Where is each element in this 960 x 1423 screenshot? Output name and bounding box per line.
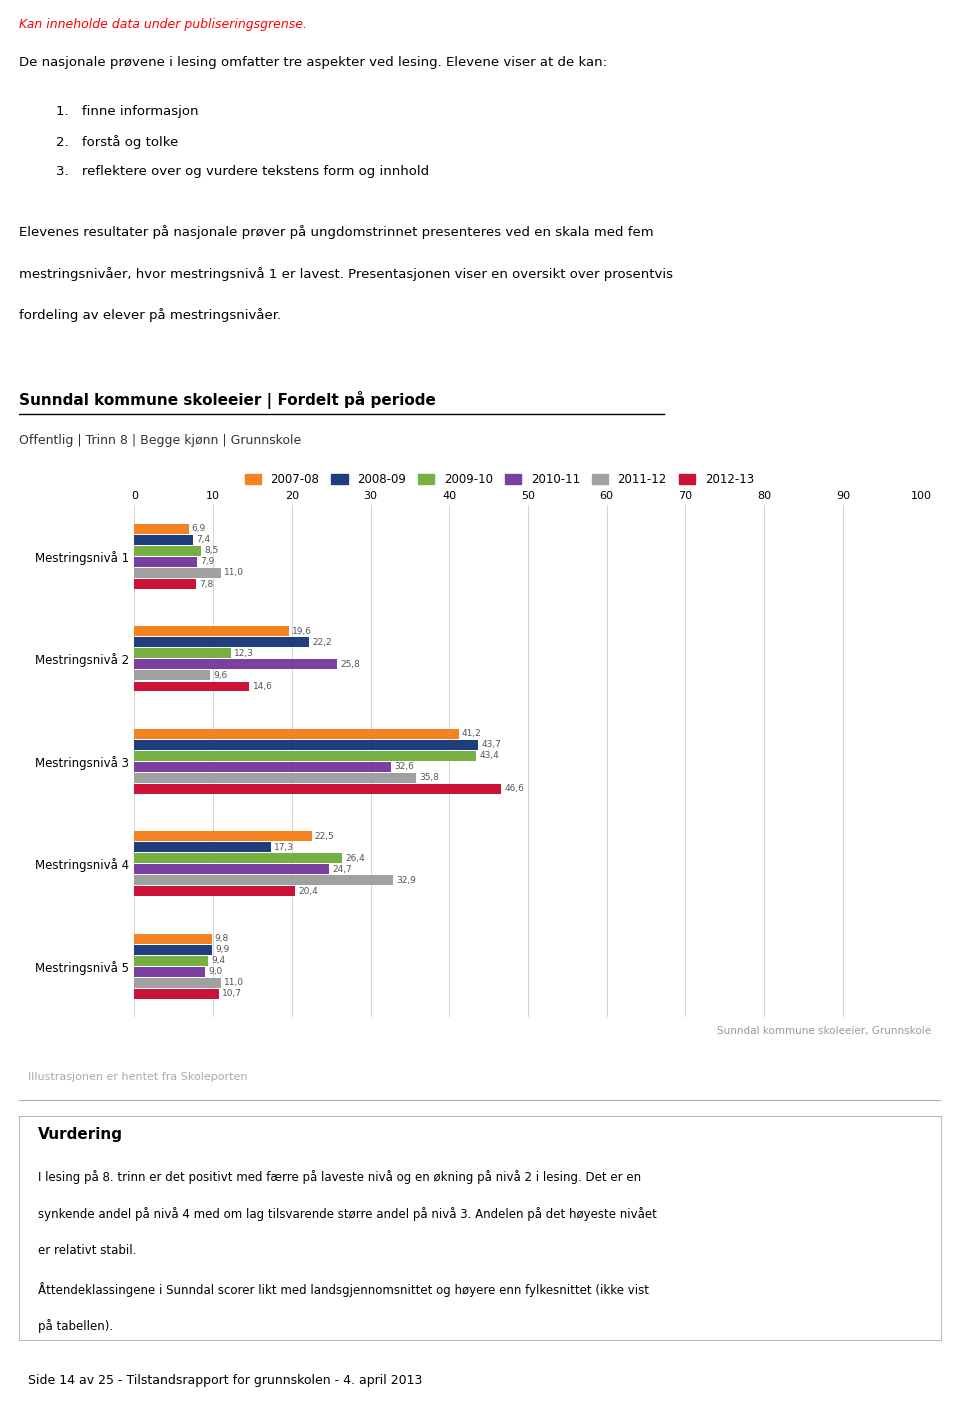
Bar	[134, 682, 250, 692]
Bar	[134, 626, 289, 636]
Text: Sunndal kommune skoleeier | Fordelt på periode: Sunndal kommune skoleeier | Fordelt på p…	[19, 391, 436, 408]
Text: 26,4: 26,4	[346, 854, 365, 862]
Text: 3.  reflektere over og vurdere tekstens form og innhold: 3. reflektere over og vurdere tekstens f…	[56, 165, 429, 178]
Bar	[134, 784, 501, 794]
Bar	[134, 978, 221, 988]
Bar	[134, 568, 221, 578]
Text: Illustrasjonen er hentet fra Skoleporten: Illustrasjonen er hentet fra Skoleporten	[29, 1072, 248, 1083]
Text: De nasjonale prøvene i lesing omfatter tre aspekter ved lesing. Elevene viser at: De nasjonale prøvene i lesing omfatter t…	[19, 55, 608, 68]
Text: Åttendeklassingene i Sunndal scorer likt med landsgjennomsnittet og høyere enn f: Åttendeklassingene i Sunndal scorer likt…	[37, 1282, 649, 1296]
Bar	[134, 773, 417, 783]
Text: Offentlig | Trinn 8 | Begge kjønn | Grunnskole: Offentlig | Trinn 8 | Begge kjønn | Grun…	[19, 434, 301, 447]
Text: 43,7: 43,7	[482, 740, 501, 748]
Bar	[134, 659, 338, 669]
Text: Side 14 av 25 - Tilstandsrapport for grunnskolen - 4. april 2013: Side 14 av 25 - Tilstandsrapport for gru…	[29, 1373, 422, 1387]
Text: 7,4: 7,4	[196, 535, 210, 544]
Text: mestringsnivåer, hvor mestringsnivå 1 er lavest. Presentasjonen viser en oversik: mestringsnivåer, hvor mestringsnivå 1 er…	[19, 268, 673, 280]
Bar	[134, 546, 202, 556]
Text: 20,4: 20,4	[299, 887, 318, 896]
Bar	[134, 933, 211, 943]
Text: 8,5: 8,5	[204, 546, 219, 555]
Bar	[134, 740, 478, 750]
Bar	[134, 638, 309, 647]
Bar	[134, 945, 212, 955]
Bar	[134, 579, 196, 589]
Text: 11,0: 11,0	[224, 979, 244, 988]
Text: 17,3: 17,3	[274, 842, 294, 851]
Text: synkende andel på nivå 4 med om lag tilsvarende større andel på nivå 3. Andelen : synkende andel på nivå 4 med om lag tils…	[37, 1207, 657, 1221]
Text: 22,5: 22,5	[315, 831, 334, 841]
Text: 12,3: 12,3	[234, 649, 254, 657]
Bar	[134, 989, 219, 999]
Bar	[134, 864, 329, 874]
Text: 6,9: 6,9	[192, 524, 206, 534]
Text: 19,6: 19,6	[292, 626, 312, 636]
Text: 7,9: 7,9	[200, 558, 214, 566]
Text: 43,4: 43,4	[479, 751, 499, 760]
Text: 32,9: 32,9	[396, 877, 417, 885]
Text: 9,6: 9,6	[213, 672, 228, 680]
Bar	[134, 854, 342, 864]
Text: 25,8: 25,8	[341, 660, 361, 669]
Text: Sunndal kommune skoleeier, Grunnskole: Sunndal kommune skoleeier, Grunnskole	[717, 1026, 931, 1036]
Bar	[134, 729, 459, 739]
Text: 22,2: 22,2	[312, 638, 332, 646]
Bar	[134, 842, 271, 852]
Text: Kan inneholde data under publiseringsgrense.: Kan inneholde data under publiseringsgre…	[19, 18, 307, 31]
Bar	[134, 887, 295, 896]
Text: 9,8: 9,8	[215, 933, 228, 943]
Bar	[134, 556, 197, 566]
Text: 9,0: 9,0	[208, 968, 223, 976]
Legend: 2007-08, 2008-09, 2009-10, 2010-11, 2011-12, 2012-13: 2007-08, 2008-09, 2009-10, 2010-11, 2011…	[240, 468, 758, 491]
Text: fordeling av elever på mestringsnivåer.: fordeling av elever på mestringsnivåer.	[19, 309, 281, 323]
Bar	[134, 875, 394, 885]
Text: 32,6: 32,6	[395, 763, 414, 771]
Text: 7,8: 7,8	[199, 579, 213, 589]
Text: 14,6: 14,6	[252, 682, 273, 692]
Bar	[134, 761, 391, 771]
Bar	[134, 966, 205, 976]
Text: er relativt stabil.: er relativt stabil.	[37, 1244, 136, 1257]
Text: I lesing på 8. trinn er det positivt med færre på laveste nivå og en økning på n: I lesing på 8. trinn er det positivt med…	[37, 1170, 640, 1184]
Text: på tabellen).: på tabellen).	[37, 1319, 112, 1333]
Text: Elevenes resultater på nasjonale prøver på ungdomstrinnet presenteres ved en ska: Elevenes resultater på nasjonale prøver …	[19, 225, 654, 239]
Bar	[134, 670, 210, 680]
Text: 10,7: 10,7	[222, 989, 242, 999]
Text: Vurdering: Vurdering	[37, 1127, 123, 1141]
Text: 2.  forstå og tolke: 2. forstå og tolke	[56, 135, 179, 149]
Bar	[134, 751, 476, 761]
Text: 35,8: 35,8	[420, 774, 440, 783]
Text: 9,4: 9,4	[211, 956, 226, 965]
Text: 41,2: 41,2	[462, 729, 482, 739]
Text: 46,6: 46,6	[504, 784, 524, 794]
Bar	[134, 524, 189, 534]
Bar	[134, 649, 231, 659]
Bar	[134, 831, 311, 841]
Bar	[134, 956, 208, 966]
Bar	[134, 535, 193, 545]
Text: 9,9: 9,9	[215, 945, 229, 953]
Text: 24,7: 24,7	[332, 865, 351, 874]
Text: 11,0: 11,0	[224, 569, 244, 578]
Text: 1.  finne informasjon: 1. finne informasjon	[56, 105, 199, 118]
